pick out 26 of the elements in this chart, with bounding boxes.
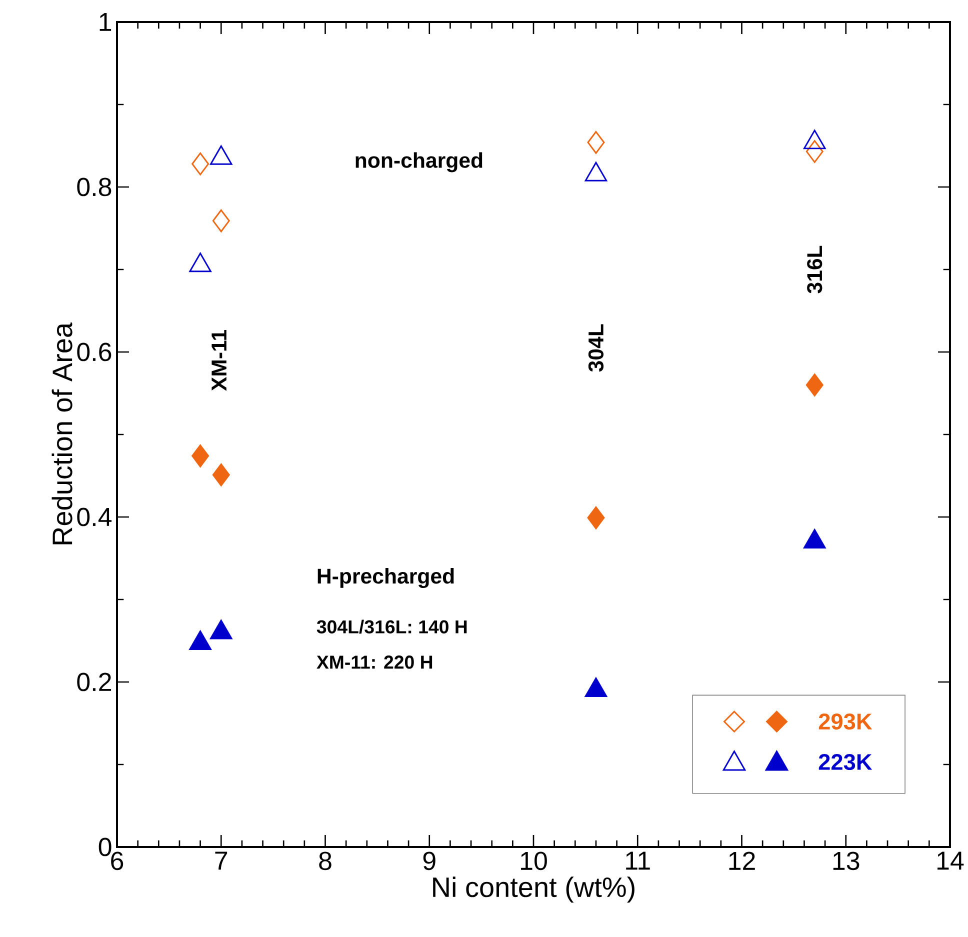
y-tick-label: 1 — [100, 13, 112, 31]
y-tick-label: 0.2 — [77, 672, 111, 692]
y-tick-label: 0.4 — [77, 508, 112, 526]
annotation: H-precharged — [318, 568, 454, 588]
x-tick-label: 9 — [423, 852, 436, 870]
y-tick-label: 0.8 — [77, 178, 112, 196]
x-axis-title: Ni content (wt%) — [433, 876, 634, 903]
annotation: XM-11: 220 H — [316, 656, 432, 669]
legend-label: 293K — [818, 714, 872, 730]
x-tick-label: 12 — [729, 852, 755, 870]
y-tick-label: 0.6 — [77, 342, 112, 362]
x-tick-label: 11 — [626, 852, 650, 870]
annotation: 304L — [588, 324, 604, 372]
x-tick-label: 7 — [215, 852, 228, 870]
y-tick-label: 0 — [98, 838, 112, 856]
annotation: 316L — [807, 246, 822, 294]
x-tick-label: 13 — [833, 852, 860, 870]
y-axis-title: Reduction of Area — [52, 322, 72, 544]
annotation: 304L/316L: 140 H — [316, 620, 467, 634]
x-tick-label: 8 — [319, 852, 332, 870]
annotation: XM-11 — [212, 330, 226, 391]
x-tick-label: 10 — [521, 852, 547, 870]
annotation: non-charged — [356, 152, 482, 172]
legend-label: 223K — [818, 754, 872, 770]
x-tick-label: 14 — [938, 852, 964, 870]
x-tick-label: 6 — [111, 852, 124, 870]
